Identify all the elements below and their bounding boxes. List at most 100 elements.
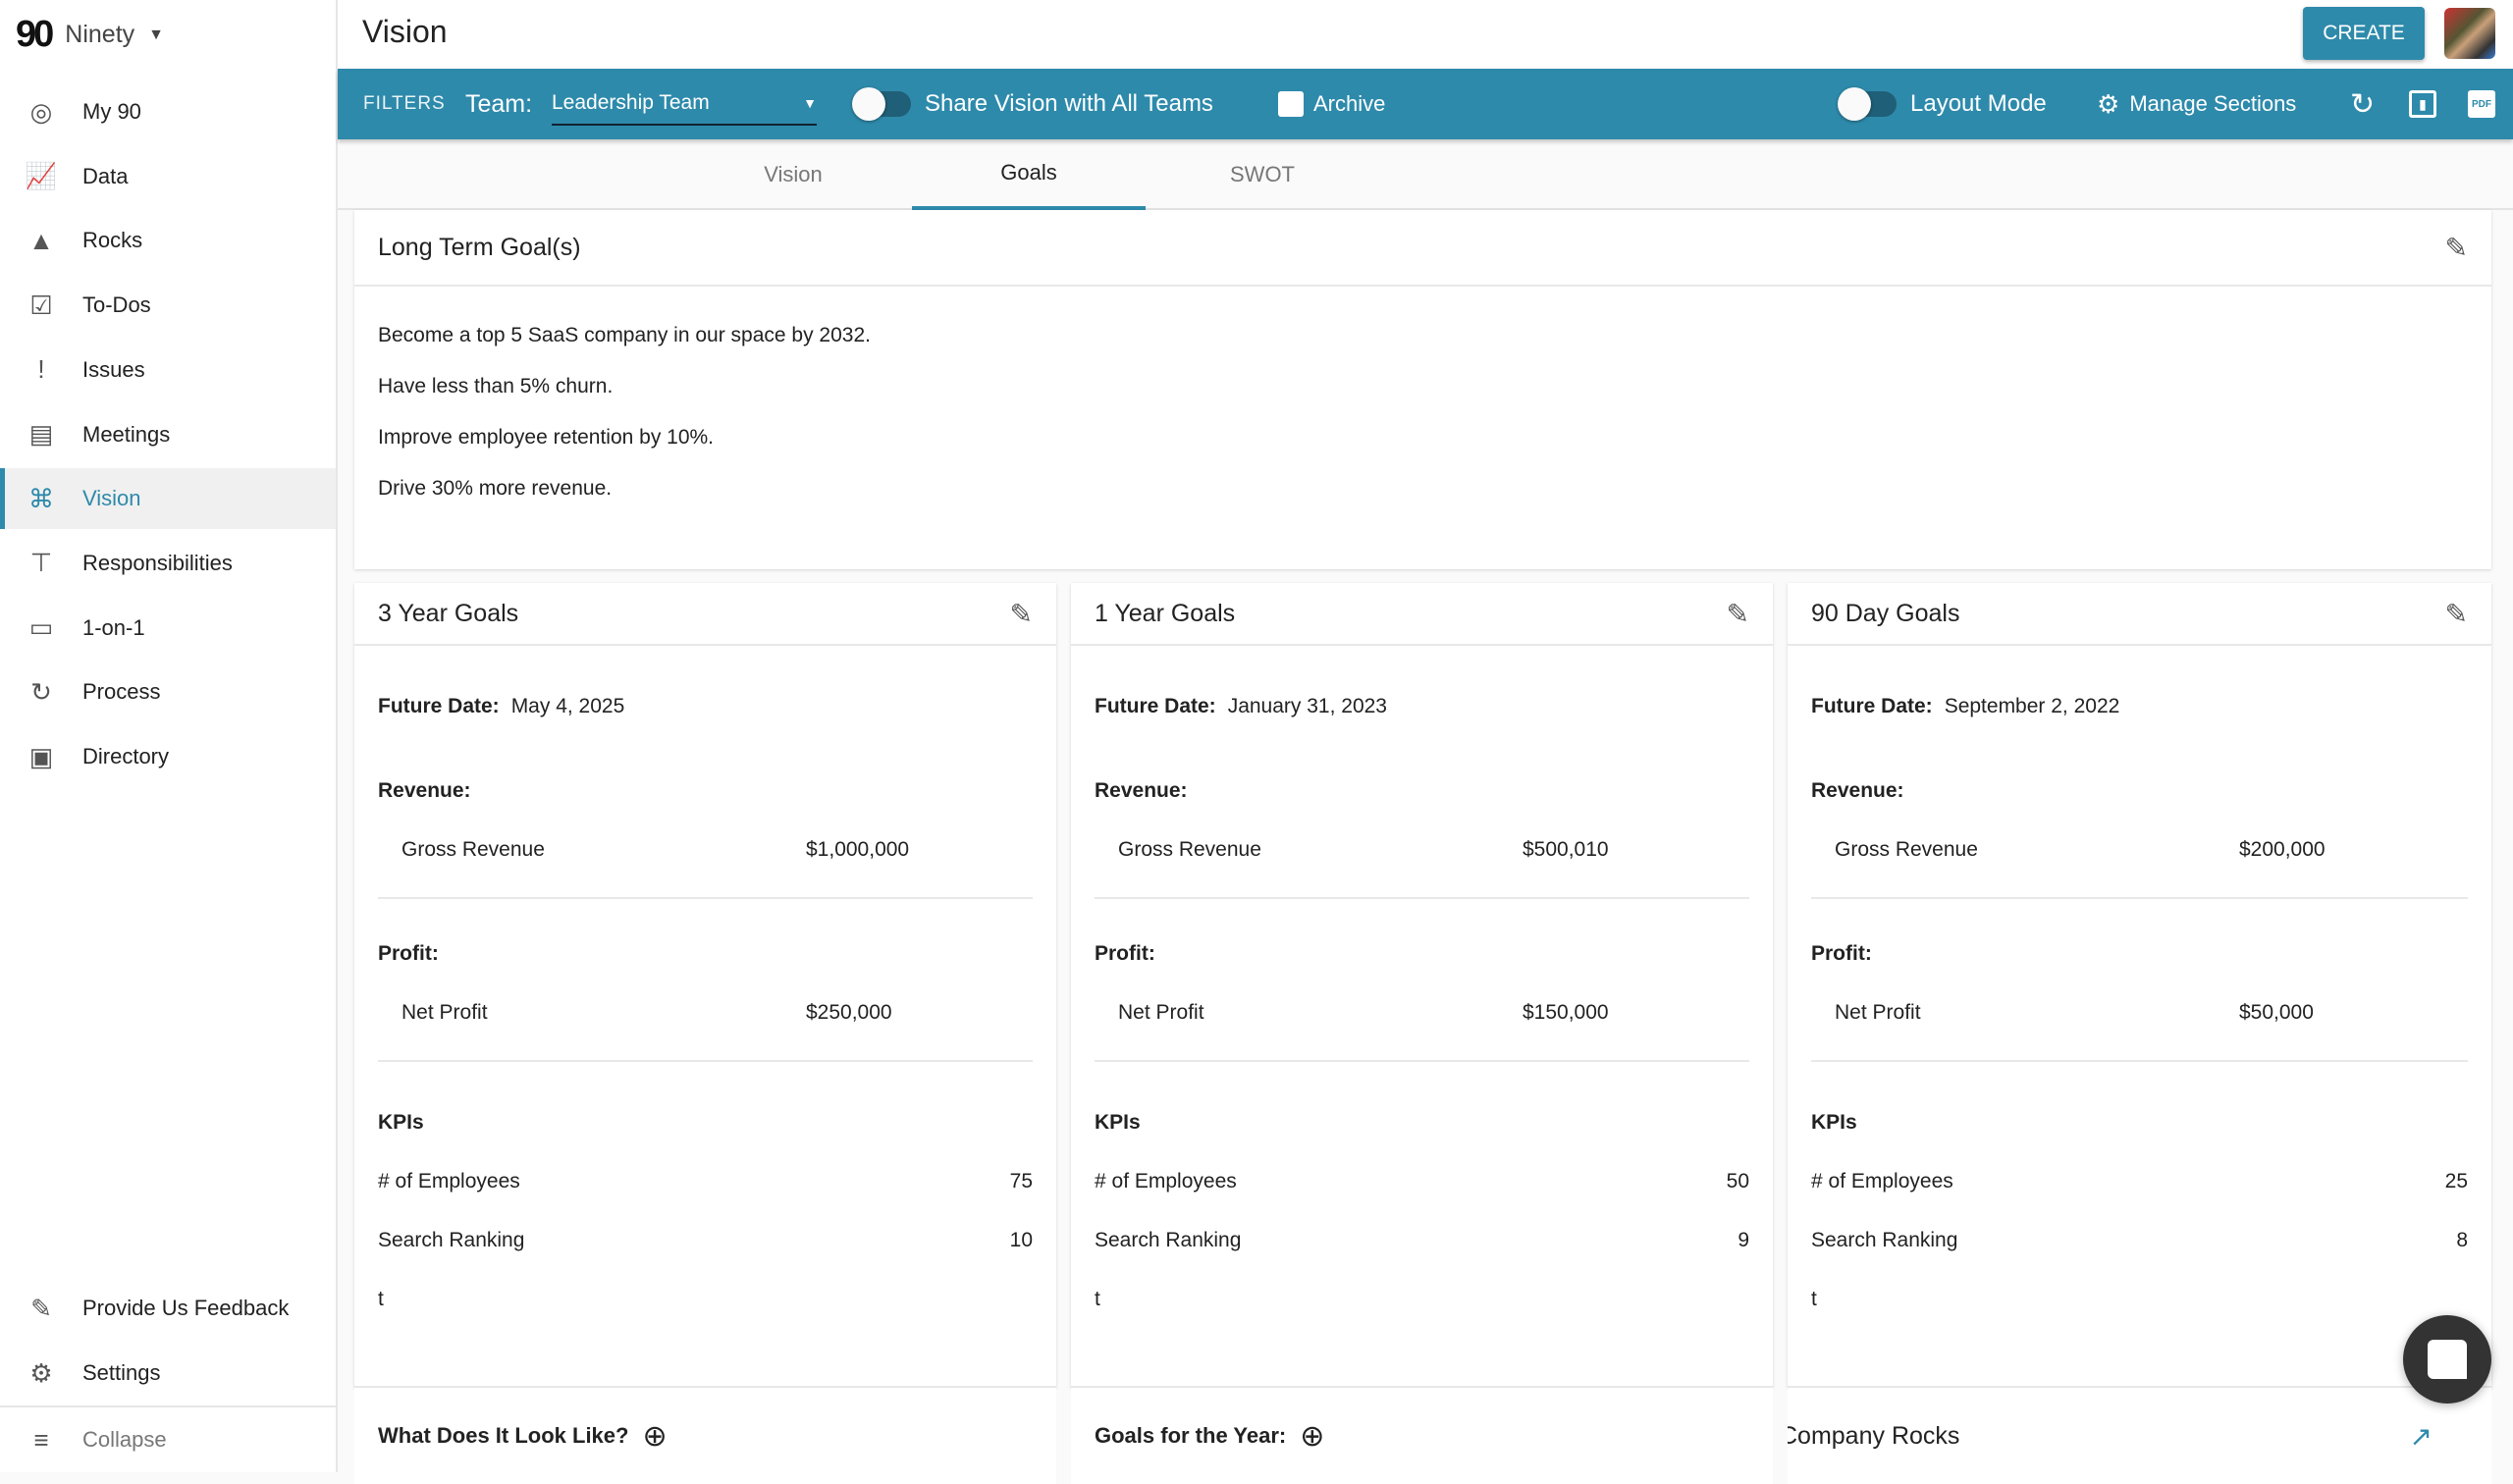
profit-name: Net Profit [401,1001,488,1024]
collapse-button[interactable]: ≡ Collapse [0,1409,336,1470]
sidebar-item-to-dos[interactable]: ☑ To-Dos [0,275,336,336]
goal-card: 90 Day Goals ✎ Future Date: September 2, 2… [1788,583,2491,1388]
mountain-icon: ▲ [28,225,54,255]
feedback-label: Provide Us Feedback [82,1296,290,1320]
future-date: Future Date: May 4, 2025 [378,695,1033,718]
tab-swot[interactable]: SWOT [1230,162,1295,186]
sidebar-item-label: Vision [82,486,141,511]
share-label: Share Vision with All Teams [925,90,1213,117]
kpi-name: # of Employees [1095,1170,1237,1192]
target-icon: ◎ [29,96,53,127]
revenue-value: $200,000 [2239,838,2326,861]
kpi-name: t [378,1288,384,1310]
goal-item: Have less than 5% churn. [378,375,614,398]
sidebar-item-rocks[interactable]: ▲ Rocks [0,210,336,271]
revenue-value: $1,000,000 [806,838,910,861]
tab-goals[interactable]: Goals [912,139,1146,210]
long-term-goals-card: Long Term Goal(s) ✎ Become a top 5 SaaS c… [354,210,2491,569]
chat-icon: ▭ [28,612,54,643]
create-button[interactable]: CREATE [2303,7,2425,60]
sidebar-item-meetings[interactable]: ▤ Meetings [0,404,336,465]
kpi-value: 9 [1738,1229,1749,1251]
trending-up-icon[interactable]: ↗ [2409,1420,2433,1452]
pdf-icon[interactable]: PDF [2468,90,2495,118]
toggle-switch[interactable] [1838,87,1897,121]
archive-label: Archive [1313,91,1386,116]
org-switcher[interactable]: 90 Ninety ▼ [16,14,164,56]
kpis-label: KPIs [1095,1111,1141,1134]
add-circle-icon[interactable]: ⊕ [1300,1419,1325,1453]
profit-row: Net Profit $250,000 [378,1001,1033,1062]
profit-row: Net Profit $50,000 [1811,1001,2468,1062]
kpi-name: t [1811,1288,1817,1310]
sidebar-item-label: Issues [82,356,145,382]
sidebar-item-label: Directory [82,744,170,768]
profit-row: Net Profit $150,000 [1095,1001,1749,1062]
sidebar-item-my-90[interactable]: ◎ My 90 [0,81,336,142]
toggle-switch[interactable] [852,87,911,121]
sidebar-item-label: Responsibilities [82,550,233,575]
kpi-name: t [1095,1288,1100,1310]
gear-icon: ⚙ [2097,88,2120,119]
layout-mode-label: Layout Mode [1910,90,2047,117]
sidebar-item-data[interactable]: 📈 Data [0,146,336,207]
card-title: 1 Year Goals [1095,599,1236,627]
profit-label: Profit: [1095,942,1155,965]
report-icon[interactable]: ▮ [2409,90,2436,118]
team-select[interactable]: Leadership Team ▼ [552,82,817,126]
tabs: Vision Goals SWOT [338,139,2513,210]
avatar[interactable] [2444,8,2495,59]
refresh-icon[interactable]: ↻ [2350,87,2376,121]
sidebar-item-label: 1-on-1 [82,614,145,640]
pencil-icon[interactable]: ✎ [1009,598,1033,629]
sidebar-item-directory[interactable]: ▣ Directory [0,726,336,787]
sidebar-item-label: Process [82,679,161,705]
kpi-value: 50 [1726,1170,1749,1192]
org-chart-icon: ⊤ [29,548,53,578]
tab-vision[interactable]: Vision [764,162,823,186]
checkbox-icon: ☑ [29,290,53,320]
sidebar-item-1-on-1[interactable]: ▭ 1-on-1 [0,598,336,659]
revenue-name: Gross Revenue [401,838,545,861]
card-title: 3 Year Goals [378,599,519,627]
pencil-icon[interactable]: ✎ [2444,598,2468,629]
pencil-icon[interactable]: ✎ [1726,598,1749,629]
chat-launcher-button[interactable] [2403,1315,2491,1404]
manage-sections-label: Manage Sections [2129,91,2297,116]
future-date: Future Date: September 2, 2022 [1811,695,2468,718]
add-circle-icon[interactable]: ⊕ [642,1419,668,1453]
kpi-row: # of Employees 25 [1788,1170,2491,1193]
kpi-value: 8 [2456,1229,2468,1251]
layout-mode-toggle[interactable]: Layout Mode [1838,87,2047,121]
manage-sections-button[interactable]: ⚙ Manage Sections [2097,89,2296,120]
goal-item: Drive 30% more revenue. [378,477,613,500]
kpi-row: t [1788,1288,2491,1311]
sidebar: 90 Ninety ▼ ◎ My 90 📈 Data ▲ Rocks ☑ To-Dos! Iss… [0,0,338,1472]
archive-icon [1278,91,1304,117]
sidebar-item-process[interactable]: ↻ Process [0,662,336,722]
future-date-value: September 2, 2022 [1944,695,2120,717]
kpis-label: KPIs [1811,1111,1857,1134]
archive-button[interactable]: Archive [1278,91,1385,117]
sidebar-item-responsibilities[interactable]: ⊤ Responsibilities [0,533,336,594]
sidebar-item-label: Rocks [82,228,143,253]
gear-icon: ⚙ [29,1357,53,1388]
what-does-it-look-like-section: What Does It Look Like? ⊕ [354,1386,1056,1484]
pencil-icon[interactable]: ✎ [2444,232,2468,263]
revenue-row: Gross Revenue $1,000,000 [378,838,1033,899]
sidebar-item-issues[interactable]: ! Issues [0,340,336,400]
caret-down-icon: ▼ [148,26,164,43]
future-date-value: May 4, 2025 [510,695,625,717]
kpi-name: # of Employees [378,1170,520,1192]
settings-button[interactable]: ⚙ Settings [0,1343,336,1404]
profit-name: Net Profit [1118,1001,1204,1024]
future-date-label: Future Date: [1811,695,1933,717]
share-toggle[interactable]: Share Vision with All Teams [852,87,1213,121]
feedback-button[interactable]: ✎ Provide Us Feedback [0,1278,336,1339]
sidebar-item-label: Meetings [82,421,171,447]
goals-for-year-section: Goals for the Year: ⊕ [1071,1386,1773,1484]
kpi-name: Search Ranking [1095,1229,1242,1251]
kpi-value: 75 [1009,1170,1033,1192]
sidebar-item-vision[interactable]: ⌘ Vision [0,468,336,530]
org-name: Ninety [65,21,135,48]
